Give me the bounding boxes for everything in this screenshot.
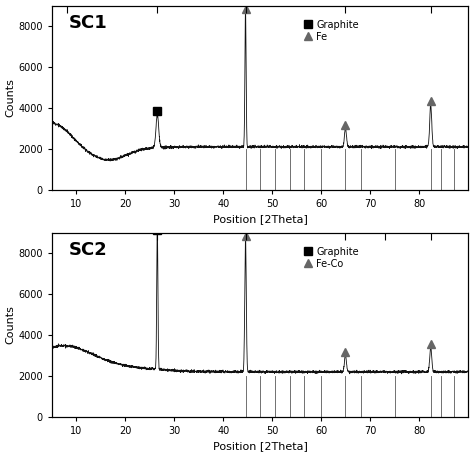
- Y-axis label: Counts: Counts: [6, 305, 16, 344]
- X-axis label: Position [2Theta]: Position [2Theta]: [213, 441, 308, 452]
- Legend: Graphite, Fe-Co: Graphite, Fe-Co: [303, 247, 359, 269]
- Legend: Graphite, Fe: Graphite, Fe: [303, 20, 359, 42]
- Text: SC1: SC1: [69, 14, 108, 32]
- X-axis label: Position [2Theta]: Position [2Theta]: [213, 214, 308, 224]
- Text: SC2: SC2: [69, 241, 108, 259]
- Y-axis label: Counts: Counts: [6, 78, 16, 117]
